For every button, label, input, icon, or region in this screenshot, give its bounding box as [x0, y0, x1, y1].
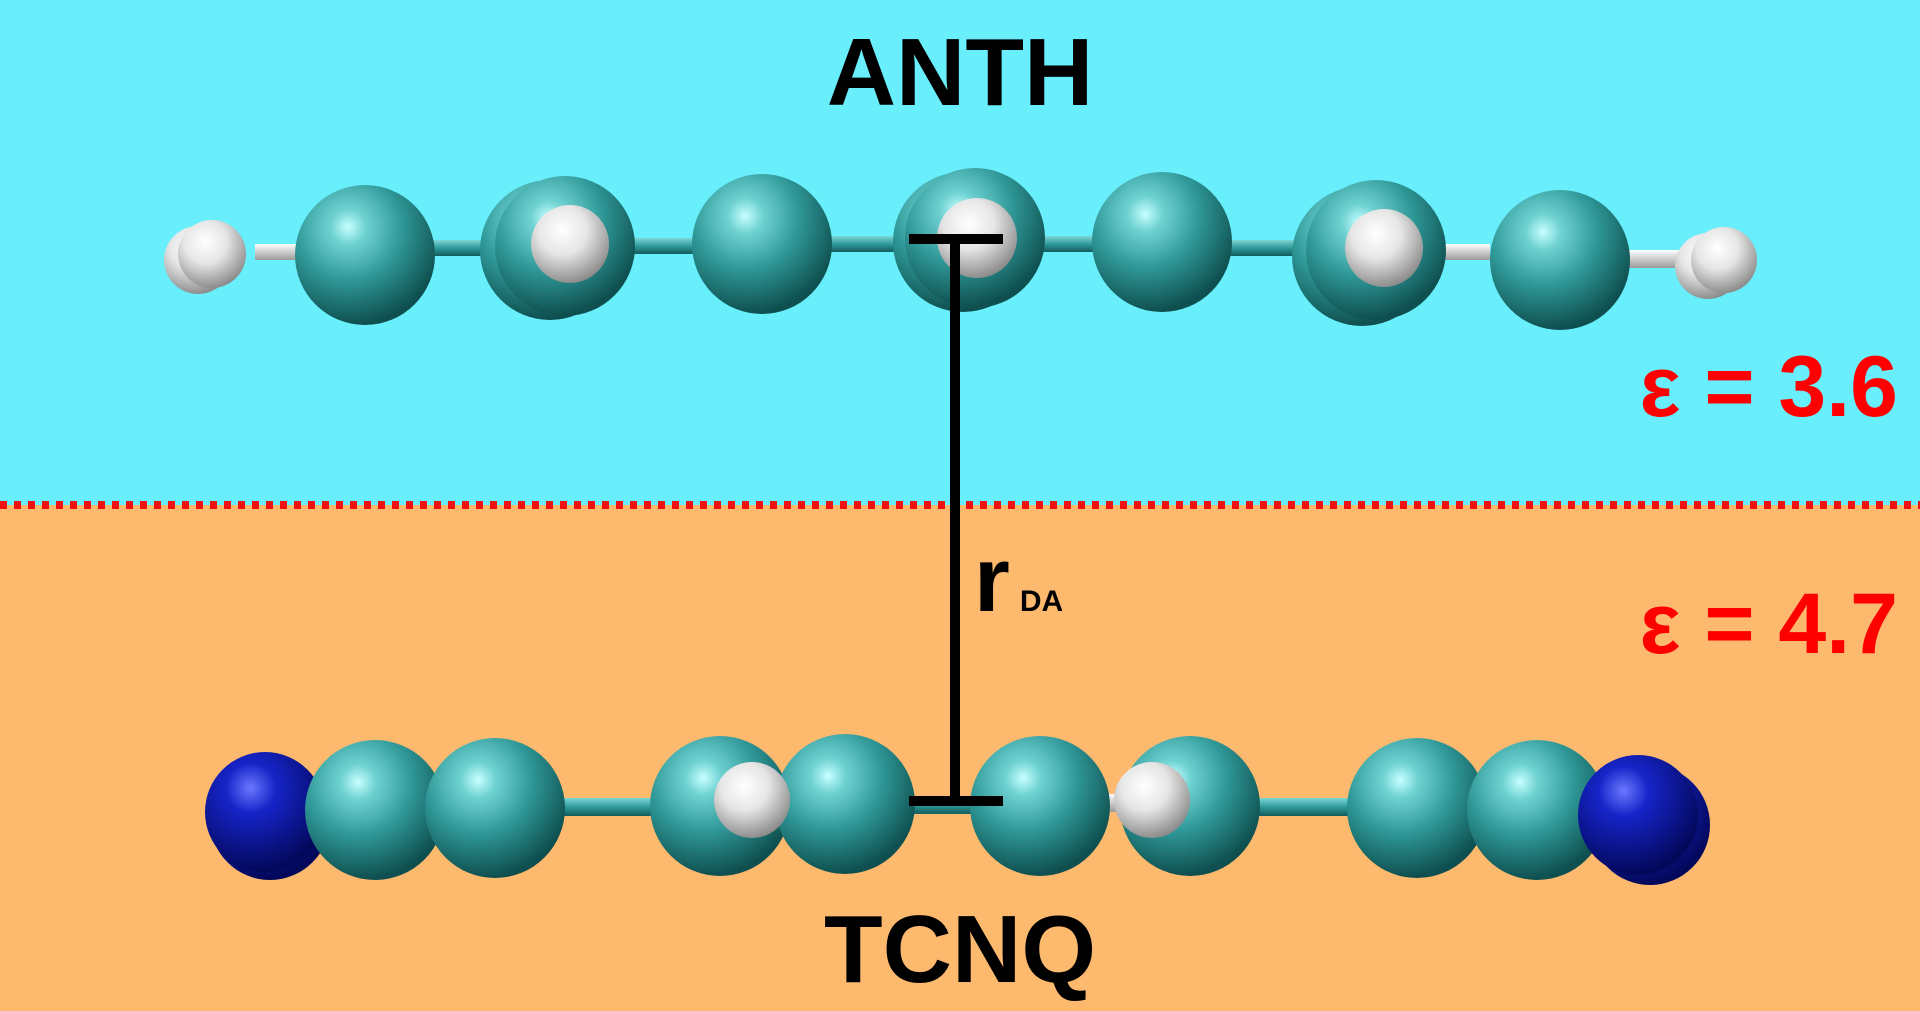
- anthracene-molecule: [164, 168, 1757, 330]
- carbon-atom: [970, 736, 1110, 876]
- donor-label: ANTH: [826, 19, 1094, 126]
- tcnq-molecule: [205, 734, 1710, 885]
- carbon-atom: [1467, 740, 1607, 880]
- distance-subscript: DA: [1019, 585, 1064, 618]
- hydrogen-atom: [1691, 227, 1757, 293]
- carbon-atom: [1347, 738, 1487, 878]
- distance-marker: [909, 234, 1003, 806]
- nitrogen-atom: [1578, 755, 1698, 875]
- carbon-atom: [295, 185, 435, 325]
- epsilon-bottom-label: ε = 4.7: [1639, 576, 1898, 672]
- carbon-atom: [1092, 172, 1232, 312]
- hydrogen-atom: [178, 220, 246, 288]
- hydrogen-atom: [1114, 762, 1190, 838]
- hydrogen-atom: [714, 762, 790, 838]
- distance-symbol: r: [974, 529, 1010, 631]
- epsilon-top-label: ε = 3.6: [1639, 339, 1898, 435]
- distance-label: r DA: [974, 528, 1063, 633]
- carbon-atom: [425, 738, 565, 878]
- nitrogen-atom: [205, 752, 325, 872]
- carbon-atom: [775, 734, 915, 874]
- acceptor-atoms: [205, 734, 1710, 885]
- hydrogen-atom: [531, 205, 609, 283]
- hydrogen-atom: [1345, 209, 1423, 287]
- carbon-atom: [305, 740, 445, 880]
- acceptor-label: TCNQ: [824, 896, 1096, 1003]
- carbon-atom: [1490, 190, 1630, 330]
- carbon-atom: [692, 174, 832, 314]
- donor-atoms: [164, 168, 1757, 330]
